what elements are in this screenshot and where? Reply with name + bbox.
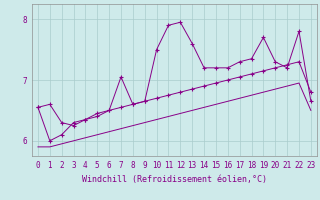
X-axis label: Windchill (Refroidissement éolien,°C): Windchill (Refroidissement éolien,°C) <box>82 175 267 184</box>
